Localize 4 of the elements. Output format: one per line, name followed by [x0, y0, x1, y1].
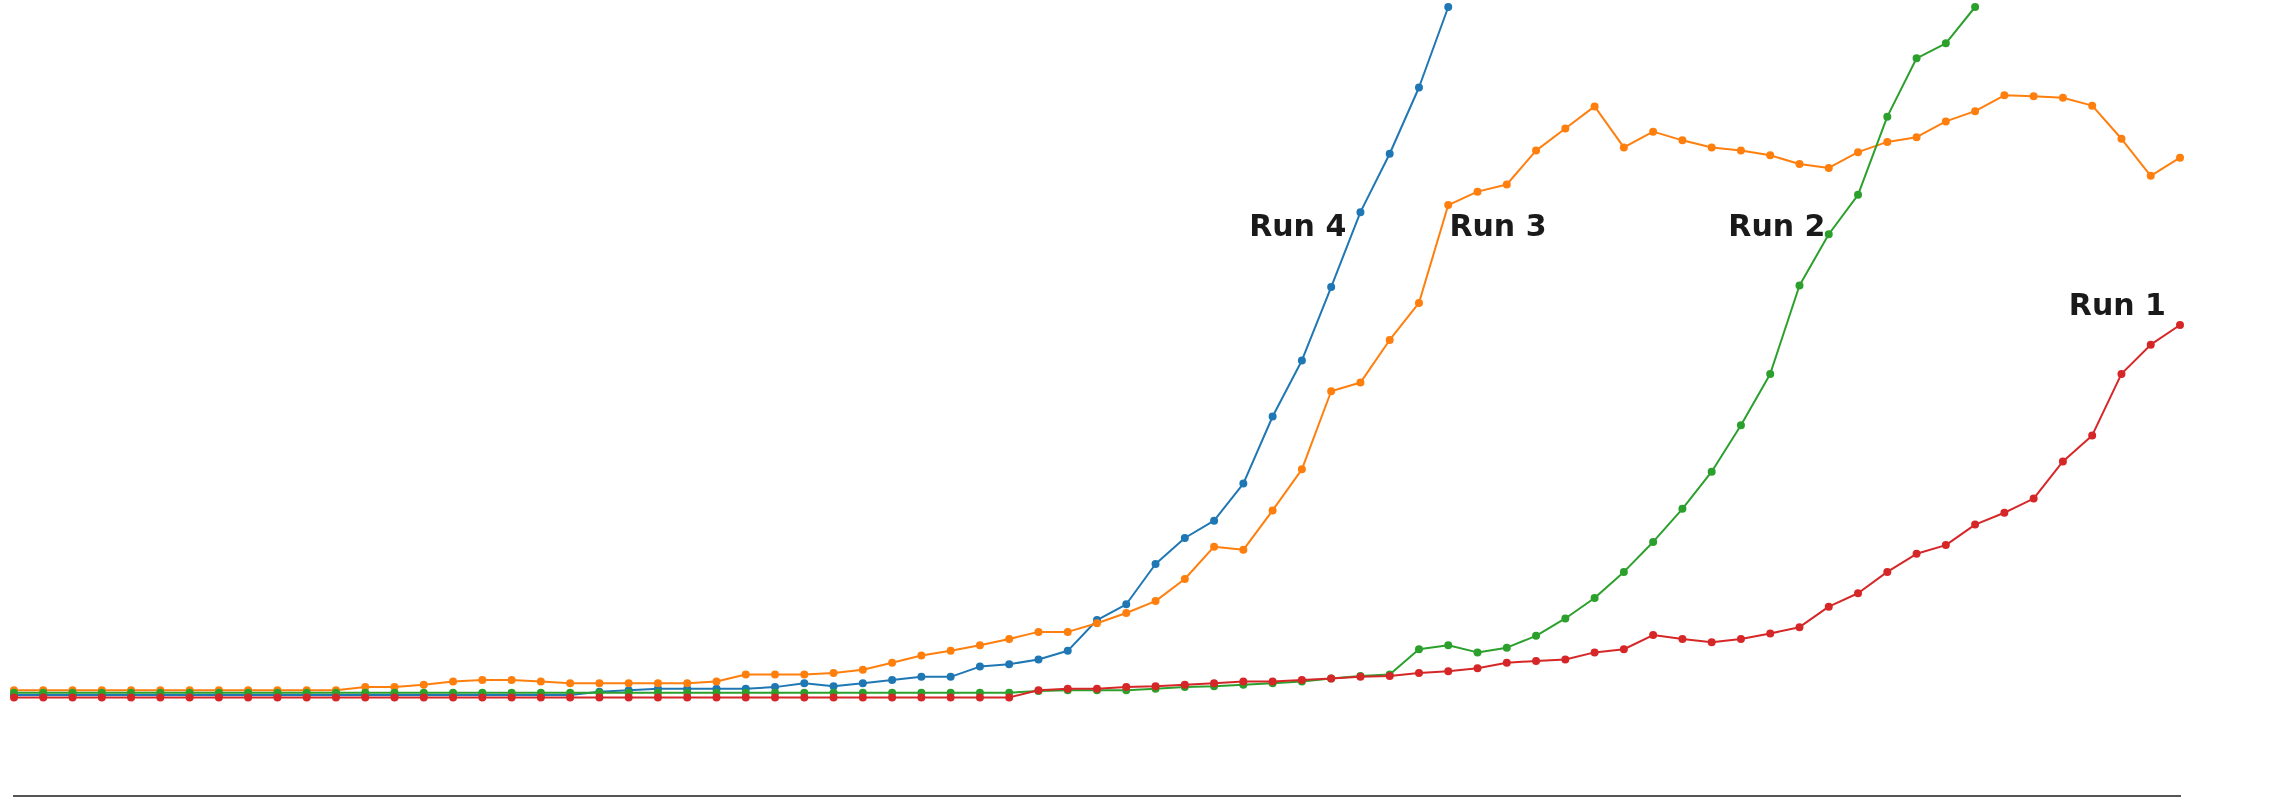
series-label: Run 2 [1728, 207, 1826, 243]
series-label: Run 1 [2068, 286, 2166, 322]
series-label: Run 4 [1249, 207, 1347, 243]
series-label: Run 3 [1449, 207, 1547, 243]
